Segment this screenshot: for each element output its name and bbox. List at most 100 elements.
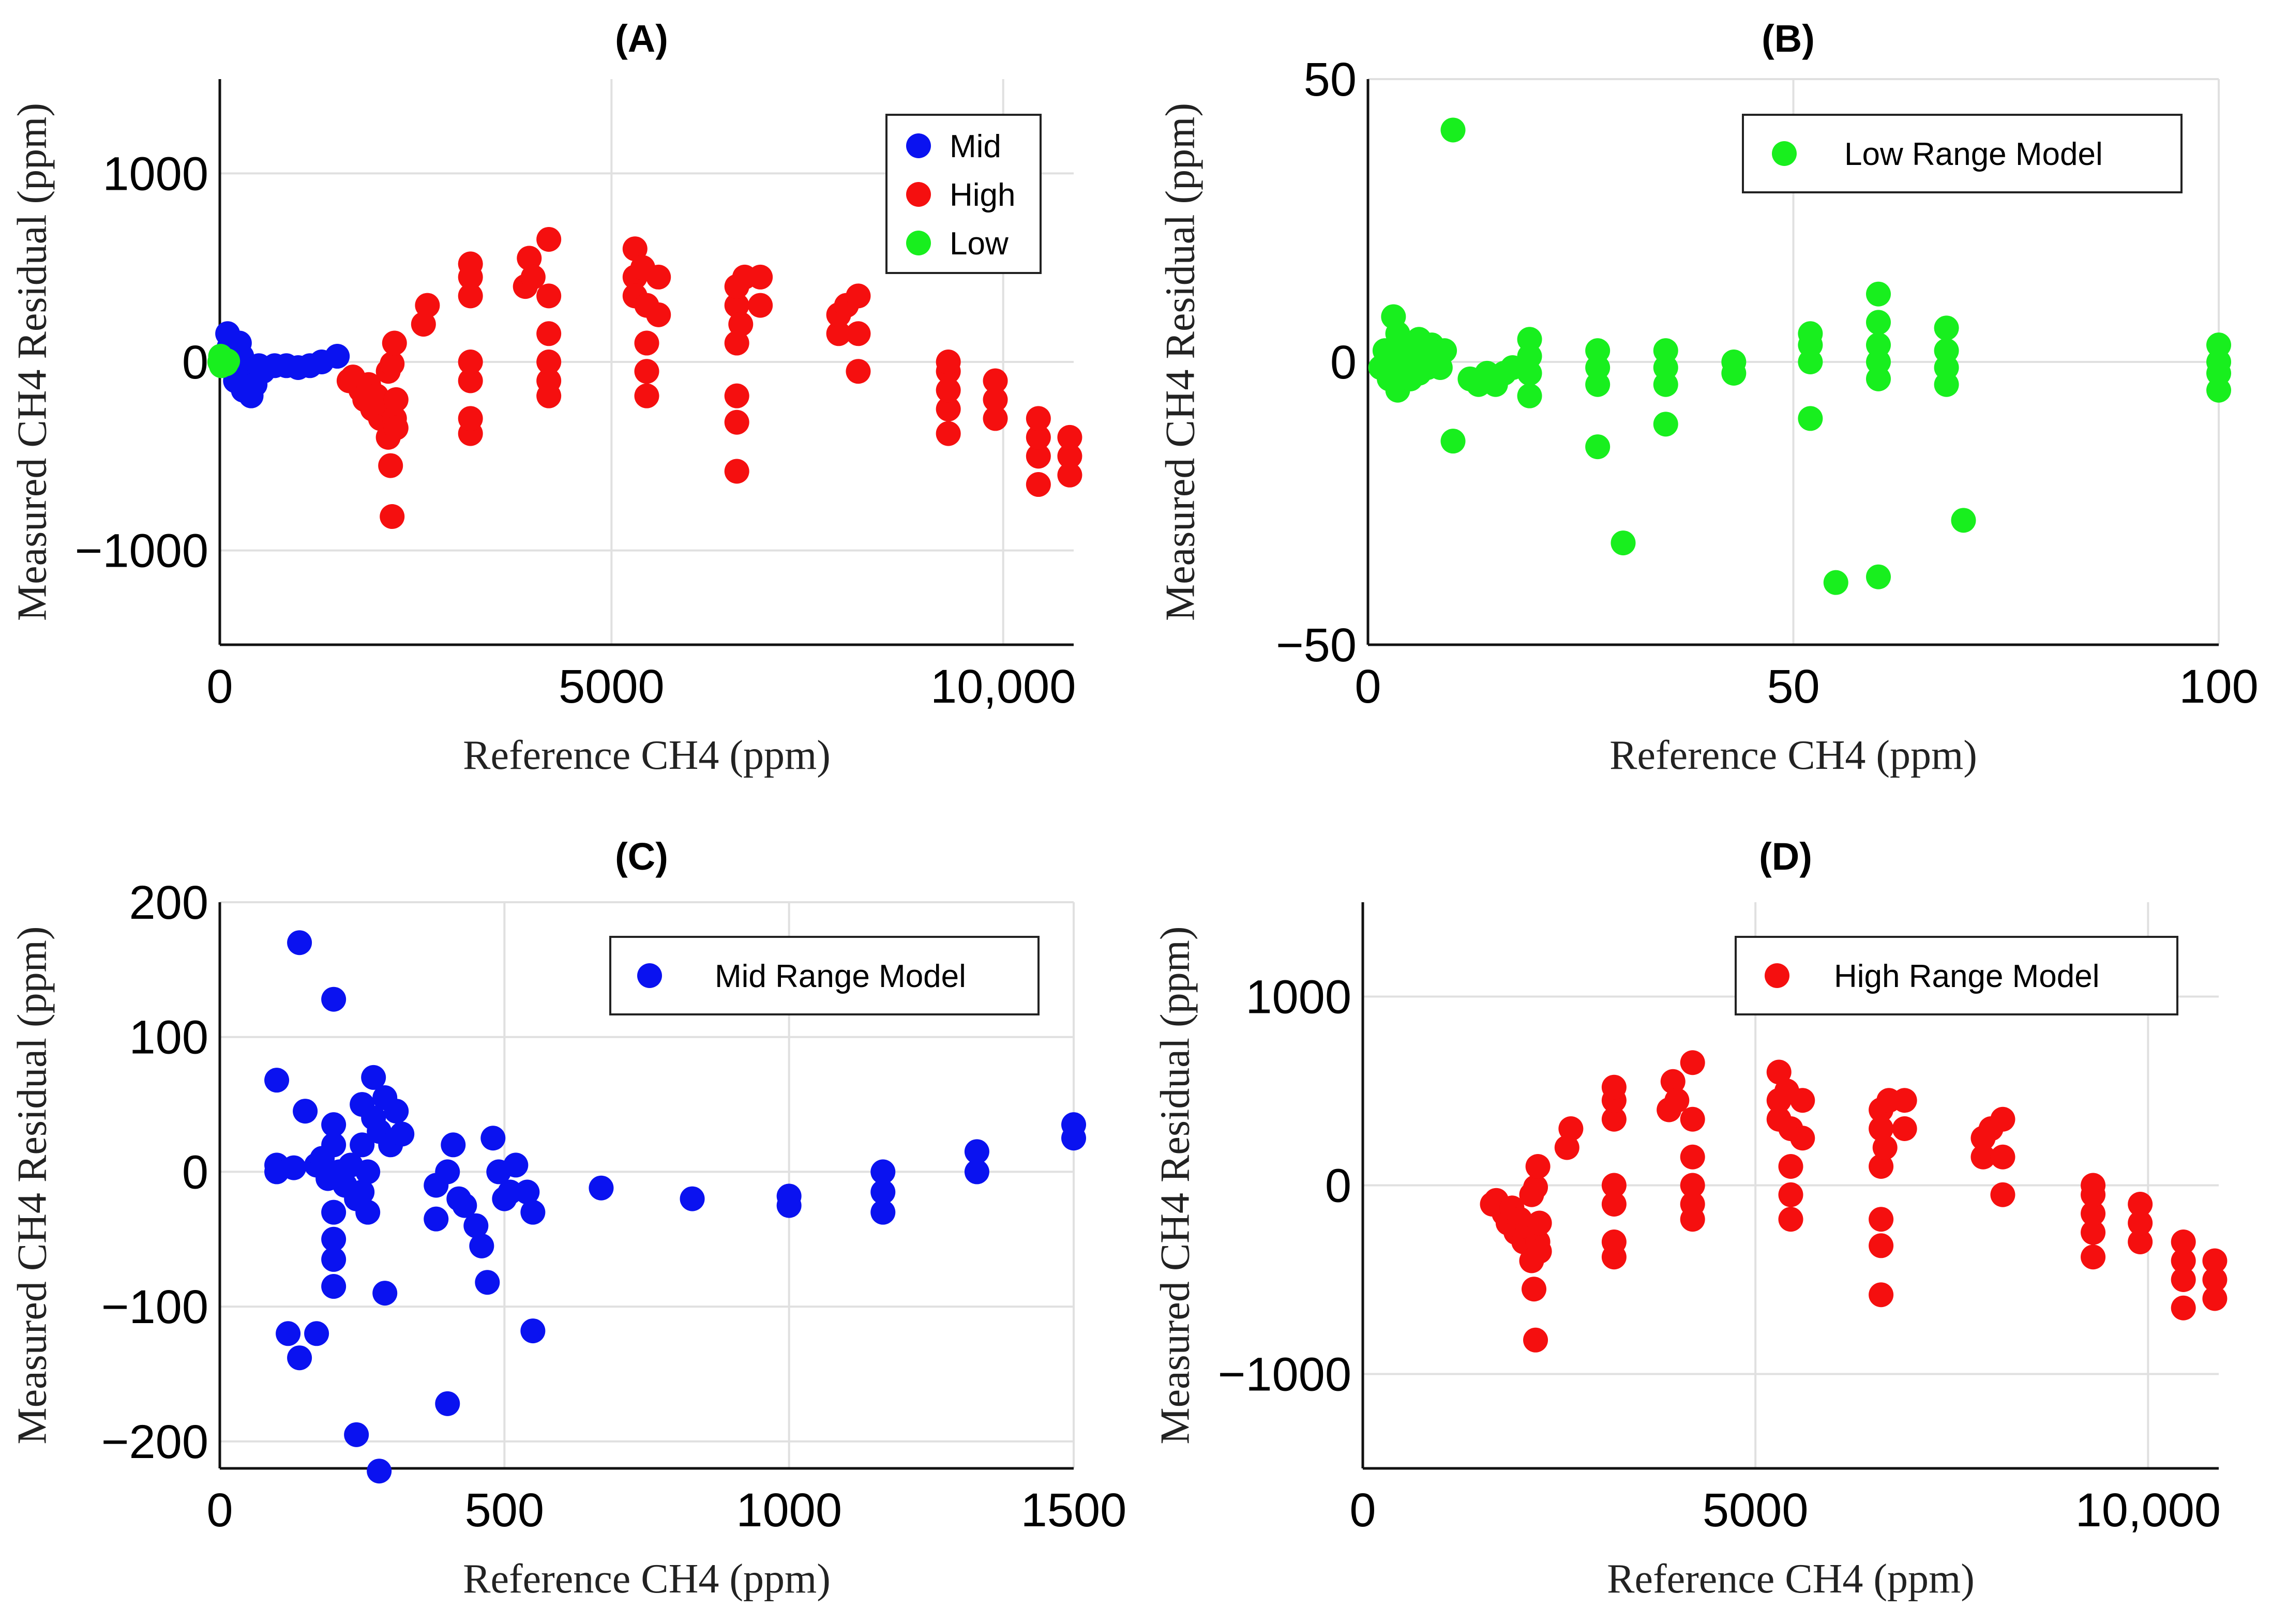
data-point [1664,1088,1690,1113]
data-point [411,312,436,337]
data-point [458,368,483,393]
data-point [846,321,871,346]
data-point [435,1159,460,1185]
data-point [1990,1144,2015,1170]
data-point [1790,1126,1815,1151]
data-point [1872,1135,1898,1160]
data-point [520,1200,546,1225]
data-point [1527,1239,1552,1264]
data-point [1869,1116,1894,1141]
data-point [1585,372,1611,397]
data-point [321,1247,347,1272]
data-point [458,406,483,431]
data-point [469,1233,494,1258]
data-point [287,1345,312,1371]
data-point [936,421,961,446]
data-point [536,283,562,309]
data-point [870,1200,896,1225]
legend-label: Mid [950,129,1001,164]
data-point [1869,1154,1894,1179]
data-point [1866,564,1891,589]
data-point [1653,412,1678,437]
panel-d: 0 5000 10,000 −1000 0 1000 Reference CH4 (ppm)… [1152,835,2228,1602]
data-point [983,387,1008,412]
data-point [520,1318,546,1344]
data-point [1934,315,1959,341]
data-point [1601,1192,1627,1217]
data-point [372,1281,398,1306]
data-point [384,1099,409,1124]
data-point [1026,406,1051,431]
data-point [1892,1116,1917,1141]
data-point [215,348,240,374]
data-point [1525,1154,1551,1179]
data-point [870,1179,896,1205]
data-point [1866,366,1891,391]
panel-title: (D) [1759,835,1812,878]
y-axis-label: Measured CH4 Residual (ppm) [9,926,55,1444]
x-tick-label: 1500 [1021,1484,1127,1537]
data-point [1554,1135,1579,1160]
x-tick-label: 500 [465,1484,545,1537]
data-point [724,409,749,435]
series-low [207,344,240,378]
data-point [325,344,350,369]
data-point [1990,1106,2015,1132]
x-tick-label: 0 [206,1484,233,1537]
legend-label: Low Range Model [1844,136,2103,172]
legend-marker [906,231,931,255]
data-point [378,453,403,478]
x-tick-label: 1000 [736,1484,842,1537]
data-point [287,930,312,955]
data-point [1680,1106,1705,1132]
data-point [2081,1220,2106,1245]
panel-a: 0 5000 10,000 −1000 0 1000 Reference CH4 (ppm)… [9,17,1082,778]
data-point [517,246,542,271]
legend-box [1735,936,2178,1015]
data-point [1934,355,1959,380]
y-tick-label: −100 [101,1281,208,1333]
data-point [389,1121,415,1147]
y-tick-label: 0 [182,336,208,389]
data-point [1653,338,1678,363]
y-tick-label: 100 [129,1011,209,1064]
legend-marker [1772,141,1797,166]
data-point [1823,570,1848,595]
data-point [728,312,754,337]
data-point [1660,1069,1686,1094]
data-point [415,293,440,318]
data-point [1869,1233,1894,1258]
data-point [622,236,648,262]
data-point [276,1321,301,1346]
data-point [1653,372,1678,397]
data-point [1892,1088,1917,1113]
data-point [383,387,409,412]
x-tick-label: 0 [1355,660,1381,713]
data-point [321,1274,347,1299]
data-point [458,283,483,309]
data-point [498,1179,523,1205]
data-point [1440,117,1466,143]
data-point [1798,350,1823,374]
data-point [1680,1050,1705,1075]
data-point [463,1213,489,1238]
y-axis-label: Measured CH4 Residual (ppm) [1157,103,1203,621]
data-point [1866,281,1891,307]
data-point [1866,350,1891,374]
data-point [321,1132,347,1158]
x-tick-label: 10,000 [2075,1484,2221,1537]
data-point [1026,472,1051,497]
data-point [1585,355,1611,380]
legend: Mid Range Model [609,936,1040,1015]
data-point [355,1200,381,1225]
data-point [964,1139,989,1164]
data-point [1680,1144,1705,1170]
data-point [321,986,347,1012]
legend-marker [906,182,931,207]
data-point [646,302,671,327]
series-high [336,226,1082,529]
data-point [1440,429,1466,454]
data-point [1778,1207,1803,1232]
data-point [724,330,749,356]
x-tick-label: 50 [1767,660,1819,713]
